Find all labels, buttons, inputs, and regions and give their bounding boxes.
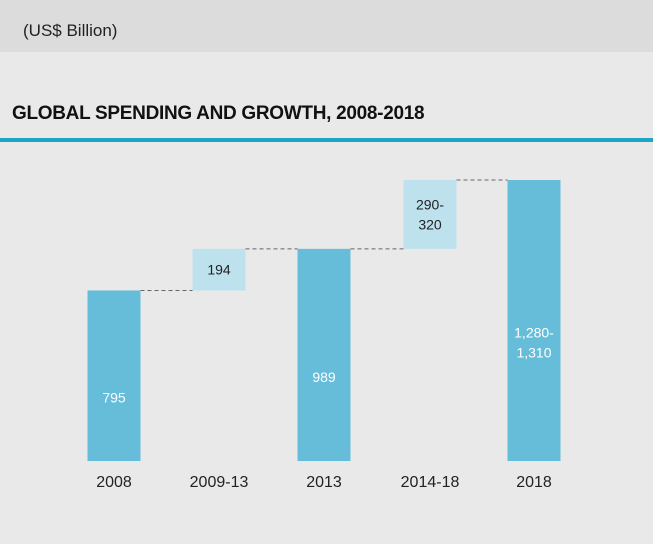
category-label-2018: 2018 [516, 474, 552, 491]
title-rule [0, 138, 653, 142]
value-labels: 795 194 989 290-320 1,280-1,310 [102, 196, 554, 405]
connector-lines [140, 179, 508, 291]
value-label-2008: 795 [102, 390, 126, 406]
unit-label: (US$ Billion) [23, 21, 118, 40]
unit-band: (US$ Billion) [0, 0, 653, 52]
value-label-2018: 1,280-1,310 [514, 325, 554, 361]
category-label-2009-13: 2009-13 [190, 474, 249, 491]
bar-2013 [297, 248, 351, 461]
bar-2008 [87, 290, 141, 461]
category-label-2014-18: 2014-18 [401, 474, 460, 491]
value-label-2014-18: 290-320 [416, 196, 444, 232]
bar-2009-13 [192, 248, 246, 291]
bar-2018 [507, 180, 561, 461]
category-label-2013: 2013 [306, 474, 342, 491]
bars-group [87, 180, 561, 461]
bar-2014-18 [403, 180, 457, 249]
value-label-2009-13: 194 [207, 262, 231, 278]
category-label-2008: 2008 [96, 474, 132, 491]
category-labels: 2008 2009-13 2013 2014-18 2018 [96, 474, 552, 491]
value-label-2013: 989 [312, 369, 336, 385]
chart-title: GLOBAL SPENDING AND GROWTH, 2008-2018 [12, 103, 425, 124]
